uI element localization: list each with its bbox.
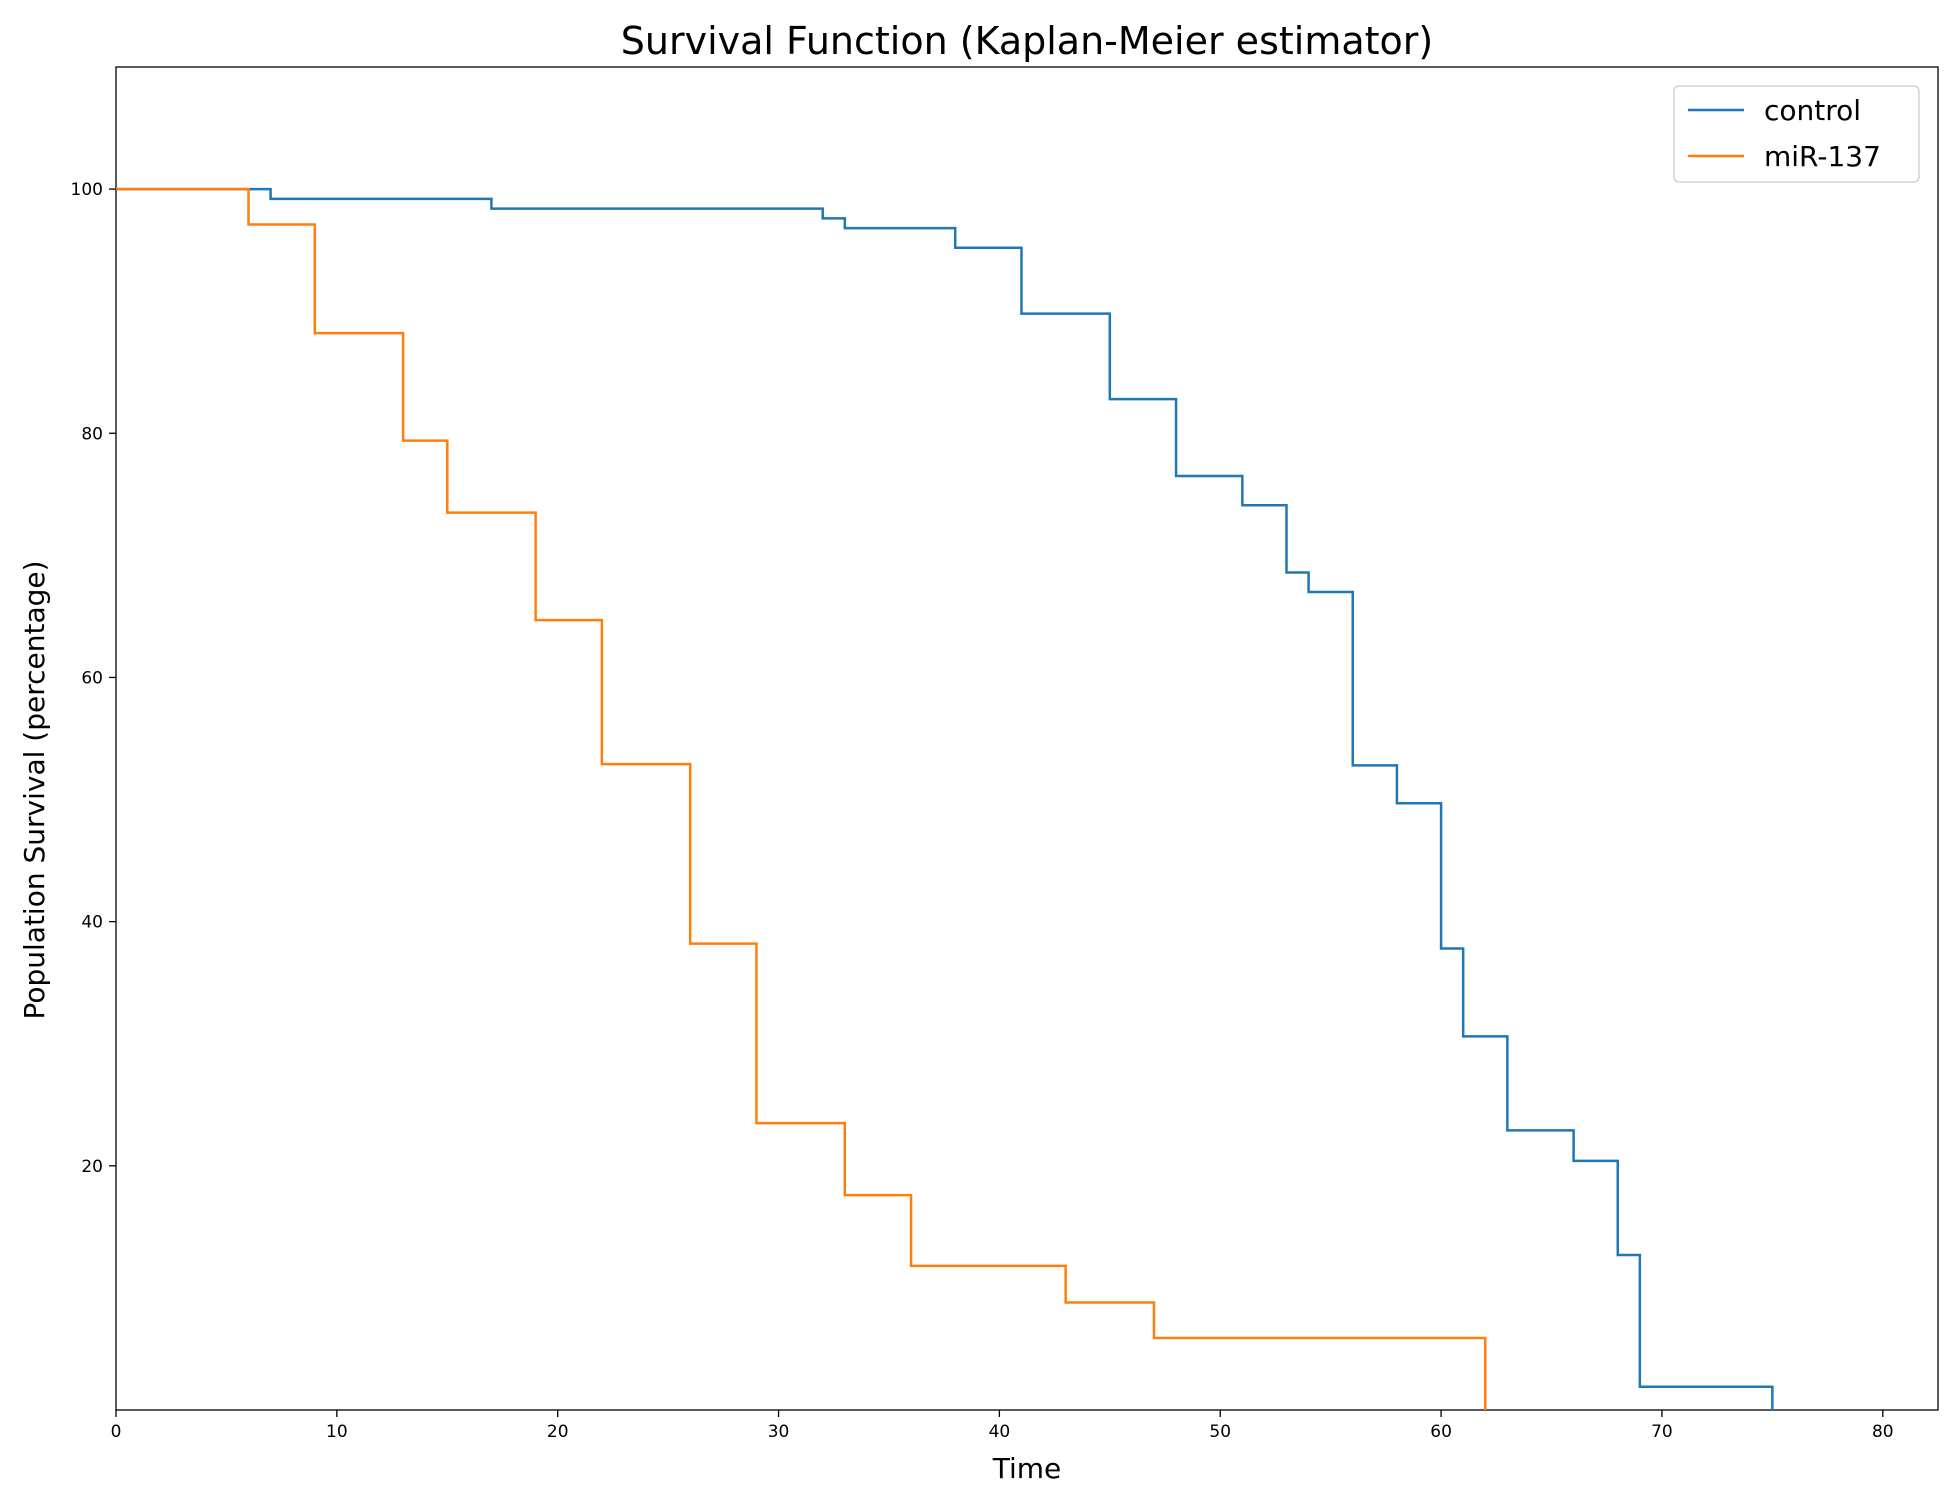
axes-frame	[115, 66, 1939, 1411]
y-tick-label-0: 20	[81, 1157, 103, 1177]
y-tick-label-4: 100	[71, 180, 103, 200]
x-tick-label-0: 0	[111, 1422, 122, 1442]
x-tick-label-6: 60	[1430, 1422, 1452, 1442]
y-tick-label-1: 40	[81, 913, 103, 933]
x-axis-label: Time	[992, 1452, 1062, 1485]
series-line-0	[116, 187, 1774, 1410]
legend-label-1: miR-137	[1764, 140, 1881, 173]
x-tick-label-4: 40	[989, 1422, 1011, 1442]
x-tick-label-1: 10	[326, 1422, 348, 1442]
y-tick-label-2: 60	[81, 668, 103, 688]
x-tick-label-5: 50	[1209, 1422, 1231, 1442]
plot-area: 0 10 20 30 40 50 60 70 80 20 40 60 80 100 control miR-1…	[71, 66, 1939, 1442]
x-tick-label-7: 70	[1651, 1422, 1673, 1442]
x-tick-label-2: 20	[547, 1422, 569, 1442]
series-line-1	[116, 187, 1487, 1410]
chart-title: Survival Function (Kaplan-Meier estimato…	[621, 19, 1433, 63]
y-axis-label: Population Survival (percentage)	[18, 560, 51, 1019]
x-tick-label-3: 30	[768, 1422, 790, 1442]
y-tick-label-3: 80	[81, 424, 103, 444]
legend-label-0: control	[1764, 94, 1861, 127]
x-tick-label-8: 80	[1872, 1422, 1894, 1442]
